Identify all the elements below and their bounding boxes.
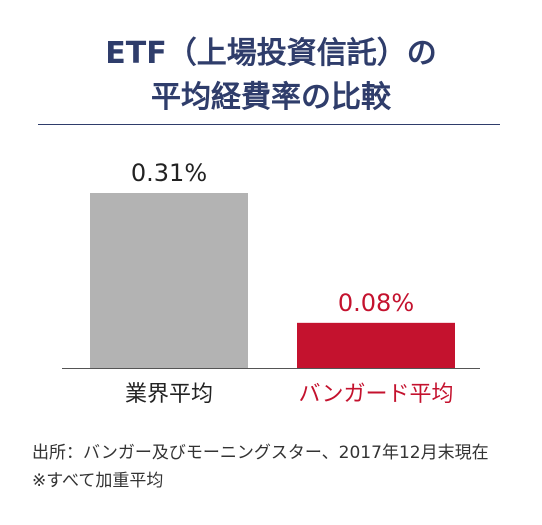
chart-title-line-2: 平均経費率の比較 — [151, 80, 391, 115]
value-label-2: 0.08% — [338, 289, 414, 317]
bar-2 — [297, 322, 455, 368]
category-label-1: 業界平均 — [124, 382, 213, 407]
weighting-note: ※すべて加重平均 — [32, 471, 164, 491]
title-divider — [38, 124, 500, 125]
category-label-2: バンガード平均 — [298, 382, 454, 407]
value-label-1: 0.31% — [131, 159, 207, 187]
chart-title-line-1: ETF（上場投資信託）の — [105, 36, 437, 71]
bar-1 — [90, 193, 248, 368]
source-note: 出所：バンガー及びモーニングスター、2017年12月末現在 — [32, 443, 489, 463]
